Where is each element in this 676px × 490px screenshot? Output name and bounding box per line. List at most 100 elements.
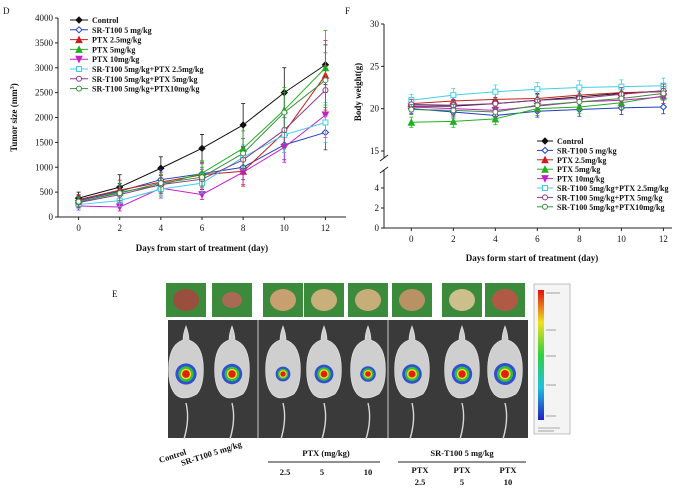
mouse-tail bbox=[321, 402, 327, 440]
data-point bbox=[322, 119, 329, 126]
legend-marker bbox=[75, 26, 83, 34]
signal-core bbox=[228, 370, 236, 378]
legend-marker bbox=[542, 203, 548, 210]
legend-marker bbox=[541, 137, 549, 145]
y-tick-label: 4000 bbox=[35, 13, 54, 23]
legend-label: PTX 2.5mg/kg bbox=[557, 156, 606, 165]
mouse bbox=[306, 325, 342, 440]
series-6 bbox=[408, 77, 667, 107]
signal-core bbox=[408, 370, 416, 378]
legend-marker bbox=[541, 146, 549, 155]
mouse bbox=[350, 325, 386, 440]
y-tick-label: 4 bbox=[375, 183, 380, 193]
data-point bbox=[75, 198, 82, 205]
legend-label: SR-T100 5mg/kg+PTX 5mg/kg bbox=[557, 193, 662, 202]
legend-label: Control bbox=[557, 137, 584, 146]
mouse bbox=[168, 325, 204, 440]
label-ptx-dose-3: 10 bbox=[364, 467, 373, 477]
y-tick-label: 20 bbox=[370, 104, 380, 114]
legend-label: SR-T100 5mg/kg+PTX 2.5mg/kg bbox=[92, 65, 203, 74]
x-tick-label: 4 bbox=[493, 234, 498, 244]
x-axis-label: Days form start of treatment (day) bbox=[466, 253, 599, 263]
label-ptx-header: PTX (mg/kg) bbox=[302, 448, 350, 458]
legend-marker bbox=[541, 165, 549, 173]
x-tick-label: 4 bbox=[159, 223, 164, 233]
y-tick-label: 30 bbox=[370, 19, 380, 29]
body-weight-chart: 15 20 25 30 0 2 4 0 2 4 6 8 10 12 Days form start of t… bbox=[353, 19, 672, 263]
legend-marker bbox=[75, 16, 83, 24]
data-point bbox=[322, 77, 329, 84]
x-tick-label: 10 bbox=[617, 234, 627, 244]
signal-core bbox=[501, 370, 509, 378]
label-combo-dose-2: 5 bbox=[460, 477, 464, 487]
mouse-tail bbox=[409, 402, 415, 440]
x-tick-label: 0 bbox=[409, 234, 414, 244]
scale-ticks bbox=[538, 292, 560, 432]
color-scale-bar bbox=[538, 290, 544, 420]
data-point bbox=[199, 174, 205, 181]
signal-core bbox=[280, 371, 286, 377]
x-tick-label: 2 bbox=[117, 223, 122, 233]
data-point bbox=[239, 121, 247, 129]
panel-label-f: F bbox=[345, 6, 350, 16]
legend-label: PTX 2.5mg/kg bbox=[92, 36, 141, 45]
x-tick-label: 10 bbox=[280, 223, 290, 233]
mouse-image-row bbox=[168, 320, 523, 440]
legend-marker bbox=[76, 75, 82, 82]
x-axis-label: Days from start of treatment (day) bbox=[136, 243, 268, 253]
signal-core bbox=[458, 370, 466, 378]
axis-break-mark bbox=[379, 154, 389, 162]
y-axis-label: Tumor size (mm3) bbox=[9, 83, 19, 152]
signal-core bbox=[320, 370, 328, 378]
tumor-size-chart: 0 500 1000 1500 2000 2500 3000 3500 4000 0 2 4 6 8 10 1… bbox=[9, 13, 346, 253]
x-tick-label: 12 bbox=[321, 223, 330, 233]
data-point bbox=[576, 84, 583, 91]
signal-core bbox=[182, 370, 190, 378]
panel-label-d: D bbox=[3, 6, 10, 16]
panel-label-e: E bbox=[112, 289, 118, 299]
data-point bbox=[198, 144, 206, 153]
x-tick-label: 0 bbox=[76, 223, 81, 233]
data-point bbox=[407, 118, 416, 126]
label-ptx-dose-2: 5 bbox=[320, 467, 324, 477]
legend-marker bbox=[75, 55, 83, 64]
label-ptx-dose-1: 2.5 bbox=[280, 467, 291, 477]
data-point bbox=[116, 190, 123, 197]
data-point bbox=[281, 109, 288, 116]
mouse-tail bbox=[229, 402, 235, 440]
legend-label: SR-T100 5mg/kg+PTX 2.5mg/kg bbox=[557, 184, 668, 193]
data-point bbox=[491, 114, 500, 123]
x-tick-label: 6 bbox=[535, 234, 540, 244]
mouse bbox=[214, 325, 250, 440]
x-tick-label: 12 bbox=[659, 234, 668, 244]
data-point bbox=[450, 107, 457, 114]
legend-marker bbox=[76, 85, 82, 92]
mouse-body bbox=[350, 325, 386, 399]
data-point bbox=[534, 102, 541, 109]
y-tick-label: 2500 bbox=[35, 88, 54, 98]
label-combo-ptx-3: PTX bbox=[500, 465, 518, 475]
excised-tumor bbox=[173, 289, 199, 311]
legend-marker bbox=[75, 45, 83, 53]
mouse bbox=[487, 325, 523, 440]
legend-marker bbox=[75, 35, 83, 44]
excised-tumor-row bbox=[166, 283, 525, 317]
mouse bbox=[265, 325, 301, 440]
data-point bbox=[157, 180, 164, 187]
mouse bbox=[394, 325, 430, 440]
data-point bbox=[576, 98, 583, 105]
y-tick-label: 15 bbox=[370, 146, 380, 156]
y-tick-label: 1500 bbox=[35, 137, 54, 147]
y-tick-label: 25 bbox=[370, 61, 380, 71]
legend-marker bbox=[76, 66, 82, 72]
excised-tumor bbox=[222, 292, 242, 308]
y-tick-label: 500 bbox=[40, 187, 54, 197]
legend-label: PTX 5mg/kg bbox=[92, 45, 135, 54]
y-tick-label: 0 bbox=[49, 212, 54, 222]
y-tick-label: 3500 bbox=[35, 38, 54, 48]
mouse-body bbox=[306, 325, 342, 399]
excised-tumor bbox=[270, 289, 296, 311]
mouse-tail bbox=[459, 402, 465, 440]
